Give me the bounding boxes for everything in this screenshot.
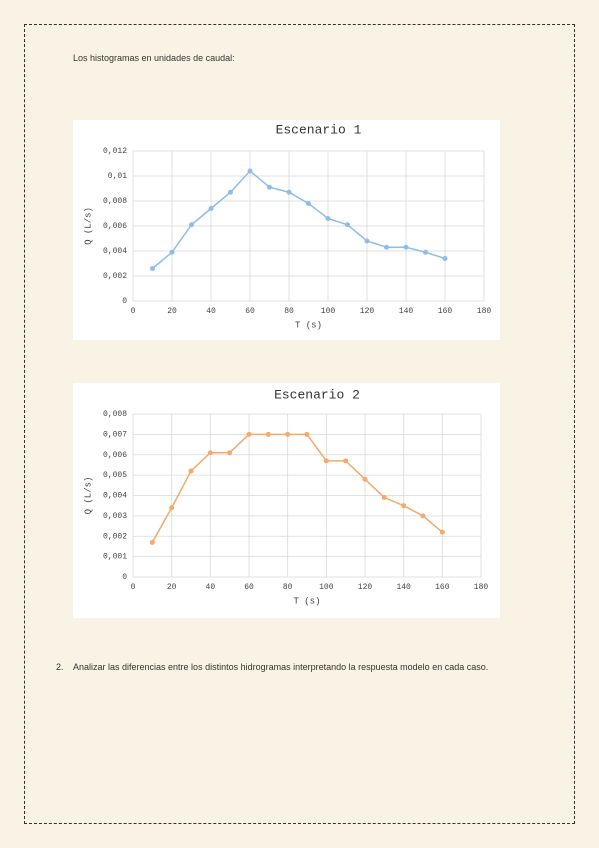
intro-text: Los histogramas en unidades de caudal: xyxy=(73,53,235,63)
y-tick-label: 0,002 xyxy=(103,272,127,281)
y-tick-label: 0,006 xyxy=(103,222,127,231)
data-point xyxy=(169,505,175,511)
data-point xyxy=(208,206,214,211)
y-tick-label: 0,008 xyxy=(103,410,127,419)
item-number: 2. xyxy=(56,662,64,672)
y-tick-label: 0,001 xyxy=(103,553,127,562)
chart-title: Escenario 2 xyxy=(274,387,360,402)
x-tick-label: 180 xyxy=(477,307,492,316)
chart: Escenario 1 0 0,002 0,004 0,006 0,008 0,01 0,01… xyxy=(73,120,500,340)
data-point xyxy=(228,189,233,195)
x-tick-label: 120 xyxy=(360,307,375,316)
data-point xyxy=(246,431,252,437)
y-tick-label: 0 xyxy=(122,297,127,306)
data-point xyxy=(345,222,350,228)
data-point xyxy=(381,495,387,501)
x-tick-label: 20 xyxy=(167,307,177,316)
data-point xyxy=(227,450,233,456)
x-tick-label: 80 xyxy=(284,307,294,316)
x-tick-label: 20 xyxy=(167,583,177,592)
data-point xyxy=(150,266,155,271)
data-point xyxy=(423,249,428,255)
data-point xyxy=(362,476,368,482)
y-tick-label: 0,007 xyxy=(103,430,127,439)
y-tick-label: 0,002 xyxy=(103,532,127,541)
x-tick-label: 100 xyxy=(321,307,336,316)
data-point xyxy=(285,431,291,437)
data-point xyxy=(189,222,194,228)
y-tick-label: 0,008 xyxy=(103,197,127,206)
x-tick-label: 60 xyxy=(245,307,255,316)
y-axis-label: Q (L/s) xyxy=(83,207,93,245)
x-tick-label: 180 xyxy=(474,583,489,592)
data-point xyxy=(401,503,407,509)
chart-title: Escenario 1 xyxy=(276,122,362,137)
data-point xyxy=(286,189,292,195)
x-tick-label: 40 xyxy=(206,307,216,316)
y-tick-label: 0,006 xyxy=(103,451,127,460)
y-tick-label: 0,01 xyxy=(108,172,127,181)
data-point xyxy=(343,458,349,464)
data-point xyxy=(439,529,445,535)
data-point xyxy=(325,216,331,221)
data-point xyxy=(267,184,272,190)
x-tick-label: 40 xyxy=(206,583,216,592)
item-text: Analizar las diferencias entre los disti… xyxy=(73,662,489,672)
chart: Escenario 2 0 0,001 0,002 0,003 0,004 0,005 0,0… xyxy=(73,383,500,618)
y-tick-label: 0,005 xyxy=(103,471,127,480)
x-axis-label: T (s) xyxy=(295,320,322,330)
page-border xyxy=(24,24,575,824)
data-point xyxy=(364,238,370,244)
data-point xyxy=(207,450,213,456)
data-point xyxy=(188,468,194,474)
y-tick-label: 0 xyxy=(122,573,127,582)
x-axis-label: T (s) xyxy=(293,596,320,606)
data-point xyxy=(169,249,175,255)
x-tick-label: 100 xyxy=(319,583,334,592)
y-axis-label: Q (L/s) xyxy=(83,477,93,515)
data-point xyxy=(323,458,329,464)
x-tick-label: 80 xyxy=(283,583,293,592)
data-line xyxy=(152,169,446,270)
x-tick-label: 140 xyxy=(396,583,411,592)
data-point xyxy=(306,201,311,206)
data-point xyxy=(304,431,310,437)
y-tick-label: 0,003 xyxy=(103,512,127,521)
x-tick-label: 120 xyxy=(358,583,373,592)
data-line xyxy=(151,433,443,543)
y-tick-label: 0,004 xyxy=(103,492,127,501)
x-tick-label: 0 xyxy=(131,583,136,592)
data-point xyxy=(384,244,389,250)
data-point xyxy=(265,431,271,437)
x-tick-label: 160 xyxy=(438,307,453,316)
x-tick-label: 140 xyxy=(399,307,414,316)
data-point xyxy=(247,168,253,174)
y-tick-label: 0,012 xyxy=(103,147,127,156)
x-tick-label: 60 xyxy=(244,583,254,592)
x-tick-label: 160 xyxy=(435,583,450,592)
data-point xyxy=(442,256,448,261)
data-point xyxy=(420,513,426,519)
data-point xyxy=(149,539,155,545)
data-point xyxy=(403,244,409,250)
y-tick-label: 0,004 xyxy=(103,247,127,256)
x-tick-label: 0 xyxy=(131,307,136,316)
